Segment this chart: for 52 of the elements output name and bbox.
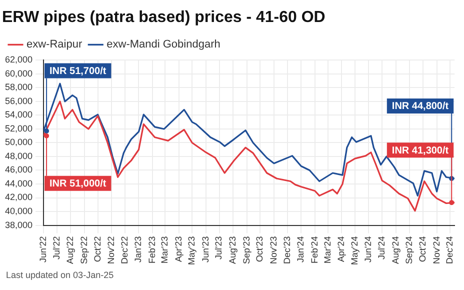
x-tick-label: Jul'23 [214, 236, 224, 260]
annotation: INR 44,800/t [392, 101, 450, 112]
y-tick-label: 42,000 [4, 192, 33, 202]
legend-label: exw-Raipur [26, 38, 82, 51]
x-tick-label: Jan'24 [296, 236, 306, 263]
x-tick-label: Feb'23 [147, 236, 158, 264]
y-tick-label: 62,000 [4, 54, 33, 65]
x-tick-label: Mar'23 [159, 236, 170, 264]
y-tick-label: 56,000 [4, 96, 33, 106]
legend-label: exw-Mandi Gobindgarh [106, 38, 220, 51]
x-tick-label: Jan'23 [133, 236, 144, 263]
x-tick-label: May'24 [349, 236, 360, 266]
y-tick-label: 44,000 [4, 178, 33, 188]
y-tick-label: 38,000 [4, 220, 33, 230]
x-tick-label: Sep'22 [78, 236, 89, 264]
x-tick-label: Nov'22 [106, 236, 116, 264]
x-tick-label: Oct'23 [254, 236, 265, 262]
y-tick-label: 52,000 [4, 123, 33, 134]
x-tick-label: Feb'24 [309, 236, 320, 264]
y-tick-label: 54,000 [4, 110, 33, 120]
x-tick-label: Aug'23 [228, 236, 238, 264]
y-tick-label: 58,000 [4, 82, 33, 92]
x-tick-label: Dec'23 [282, 236, 292, 264]
x-tick-label: Jul'22 [51, 236, 62, 260]
x-tick-label: Apr'23 [173, 236, 184, 262]
text: Last updated on 03-Jan-25 [6, 270, 114, 280]
x-tick-label: Dec'22 [119, 236, 130, 264]
annotation: INR 51,700/t [50, 66, 107, 77]
x-tick-label: Oct'24 [418, 236, 428, 262]
y-tick-label: 50,000 [4, 137, 33, 148]
x-tick-label: Apr'24 [336, 236, 346, 262]
y-tick-label: 40,000 [4, 206, 33, 216]
y-tick-label: 60,000 [4, 68, 33, 78]
x-tick-label: Nov'24 [431, 236, 442, 264]
x-tick-label: Oct'22 [92, 236, 102, 262]
x-tick-label: May'23 [186, 236, 197, 266]
x-tick-label: Jun'22 [38, 236, 48, 263]
x-tick-label: Nov'23 [268, 236, 278, 264]
x-tick-label: Dec'24 [444, 236, 455, 264]
x-tick-label: Mar'24 [322, 236, 332, 264]
y-tick-label: 46,000 [4, 164, 33, 175]
x-tick-label: Jun'24 [363, 236, 374, 263]
annotation: INR 41,300/t [392, 145, 450, 156]
y-tick-label: 48,000 [4, 150, 33, 161]
chart-title: ERW pipes (patra based) prices - 41-60 OD [2, 9, 326, 26]
x-tick-label: Sep'24 [404, 236, 414, 264]
x-tick-label: Sep'23 [241, 236, 252, 264]
x-tick-label: Jun'23 [200, 236, 210, 263]
x-tick-label: Aug'22 [65, 236, 76, 264]
x-tick-label: Jul'24 [376, 236, 387, 260]
x-tick-label: Aug'24 [390, 236, 400, 264]
annotation: INR 51,000/t [50, 178, 107, 190]
